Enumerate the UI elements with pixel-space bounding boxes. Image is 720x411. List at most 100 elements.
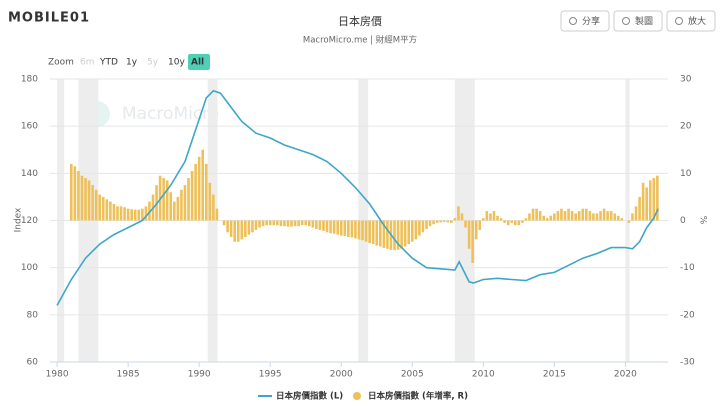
bar	[570, 211, 574, 221]
bar	[616, 215, 620, 221]
bar	[187, 178, 190, 221]
site-watermark: MOBILE01	[8, 11, 90, 26]
bar	[489, 213, 492, 221]
bar	[638, 196, 641, 221]
y-tick-label: 160	[21, 122, 38, 132]
bar	[251, 220, 254, 233]
bar	[521, 220, 524, 223]
bar	[183, 185, 187, 221]
bar	[478, 220, 482, 230]
toolbar-button-label[interactable]: 放大	[688, 15, 706, 27]
bar	[549, 215, 553, 221]
bar	[162, 178, 165, 221]
y2-tick-label: 30	[680, 75, 692, 85]
legend-label[interactable]: 日本房價指數 (L)	[276, 391, 343, 402]
bar	[403, 220, 407, 247]
toolbar-button[interactable]	[560, 10, 610, 32]
bar	[634, 206, 638, 221]
bar	[577, 211, 581, 221]
bar	[471, 220, 474, 263]
bar	[70, 163, 73, 221]
bar	[556, 211, 560, 221]
legend-label[interactable]: 日本房價指數 (年增率, R)	[368, 391, 468, 402]
toolbar-button[interactable]	[666, 10, 716, 32]
bar	[457, 206, 460, 221]
y2-tick-label: 20	[680, 122, 692, 132]
bar	[652, 178, 656, 221]
bar	[503, 220, 506, 223]
bar	[496, 215, 499, 221]
bar	[446, 220, 450, 223]
bar	[599, 211, 602, 221]
bar	[442, 220, 446, 222]
bar	[84, 178, 87, 221]
bar	[588, 211, 592, 221]
bar	[347, 220, 350, 238]
toolbar-icon	[569, 17, 577, 25]
bar	[258, 220, 261, 228]
bar	[222, 220, 226, 226]
bar	[201, 149, 205, 221]
bar	[513, 220, 517, 226]
bar	[77, 170, 80, 221]
toolbar-button[interactable]	[613, 10, 663, 32]
line	[56, 89, 659, 306]
y2-tick-label: -30	[680, 358, 695, 368]
chart-subtitle: MacroMicro.me | 財經M平方	[303, 35, 417, 46]
bar	[613, 213, 617, 221]
bar	[244, 220, 247, 238]
bar	[364, 220, 368, 242]
bar	[361, 220, 364, 241]
brand-watermark: MacroMicro	[122, 104, 219, 124]
bar	[609, 211, 613, 221]
bar	[194, 163, 197, 221]
bar	[276, 220, 279, 226]
bar	[460, 213, 464, 221]
bar	[101, 196, 105, 221]
bar	[485, 211, 489, 221]
bar	[510, 220, 514, 223]
bar	[418, 220, 421, 236]
bar	[283, 220, 286, 227]
zoom-button[interactable]: 1y	[126, 58, 138, 68]
x-tick-label: 1990	[188, 370, 211, 380]
bar	[425, 220, 428, 229]
bar	[528, 213, 531, 221]
y2-tick-label: -10	[680, 263, 695, 273]
y2-axis-label: %	[698, 216, 708, 225]
bar	[574, 213, 577, 221]
zoom-button[interactable]: 5y	[147, 58, 159, 68]
zoom-button[interactable]: 6m	[80, 58, 95, 68]
zoom-button[interactable]: YTD	[99, 58, 118, 68]
bar	[606, 211, 609, 221]
bar	[286, 220, 290, 227]
toolbar-button-label[interactable]: 製圖	[635, 15, 653, 27]
bar	[627, 220, 631, 223]
toolbar-button-label[interactable]: 分享	[582, 15, 600, 27]
bar	[91, 185, 94, 221]
bar	[428, 220, 432, 227]
bar	[94, 189, 98, 221]
bar	[585, 208, 588, 221]
bar	[329, 220, 332, 234]
bar	[393, 220, 396, 251]
bar	[130, 209, 133, 221]
bar	[631, 213, 634, 221]
bar	[382, 220, 386, 248]
bar	[581, 208, 585, 221]
bar	[123, 207, 126, 221]
zoom-button[interactable]: All	[191, 58, 204, 68]
bar	[325, 220, 329, 233]
bar	[137, 209, 141, 221]
chart-title: 日本房價	[338, 14, 382, 28]
bar	[656, 175, 659, 221]
y-tick-label: 120	[21, 216, 38, 226]
bar	[400, 220, 403, 249]
zoom-button[interactable]: 10y	[168, 58, 185, 68]
bar	[279, 220, 283, 227]
bar	[410, 220, 414, 242]
bar	[190, 170, 194, 221]
bar	[371, 220, 375, 245]
bar	[407, 220, 411, 245]
